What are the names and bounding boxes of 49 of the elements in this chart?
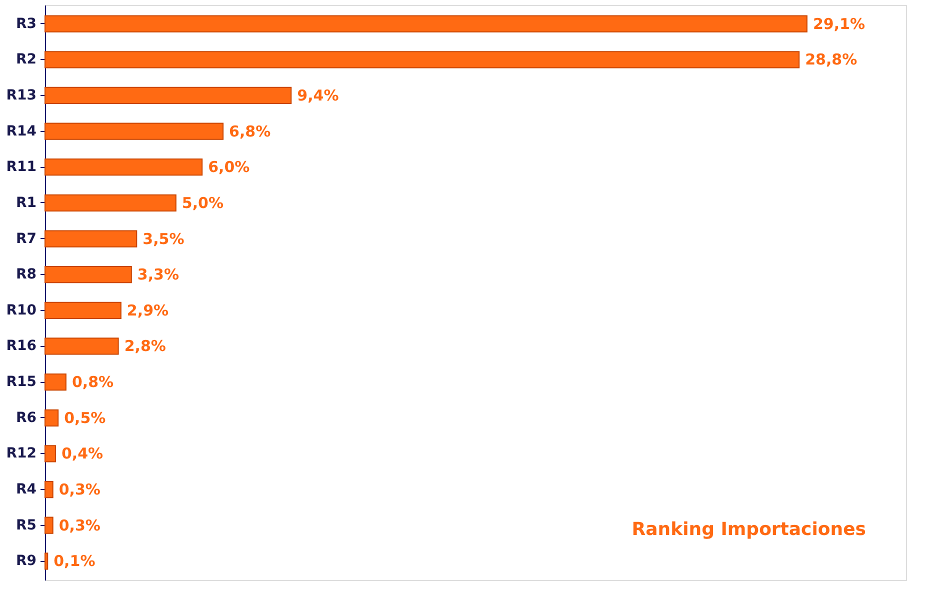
bar <box>44 409 59 426</box>
data-label: 0,3% <box>58 480 100 499</box>
y-tick-label: R1 <box>16 194 36 211</box>
y-tick-label: R16 <box>6 338 36 354</box>
bar <box>44 445 56 462</box>
y-tick-label: R15 <box>6 374 36 390</box>
data-label: 5,0% <box>182 194 224 212</box>
bar <box>44 15 808 32</box>
bar <box>44 480 54 498</box>
bar <box>44 194 176 212</box>
y-tick-label: R14 <box>6 123 37 140</box>
y-tick-label: R11 <box>6 159 36 176</box>
bar <box>44 266 132 284</box>
data-label: 29,1% <box>812 14 865 33</box>
bar <box>44 51 800 68</box>
data-label: 6,8% <box>229 122 271 140</box>
data-label: 3,3% <box>137 266 180 284</box>
data-label: 0,5% <box>64 408 106 427</box>
y-tick-label: R6 <box>16 410 36 426</box>
bar <box>44 302 122 319</box>
data-label: 9,4% <box>297 86 339 104</box>
bar <box>44 158 203 176</box>
data-label: 0,8% <box>72 373 114 392</box>
data-label: 3,5% <box>142 230 184 248</box>
y-tick-label: R10 <box>6 302 37 318</box>
y-tick-label: R3 <box>16 16 36 32</box>
bar <box>44 122 224 140</box>
y-tick-label: R7 <box>16 230 36 247</box>
bar <box>44 338 119 355</box>
y-tick-label: R12 <box>6 446 36 462</box>
y-tick-label: R9 <box>16 553 36 570</box>
data-label: 2,9% <box>126 301 169 320</box>
text: Ranking Importaciones <box>632 519 866 540</box>
y-tick-label: R4 <box>16 482 37 498</box>
y-tick-label: R13 <box>6 87 36 104</box>
data-label: 0,3% <box>58 516 100 534</box>
bar <box>44 86 292 104</box>
bar <box>44 552 48 570</box>
bar <box>44 516 54 534</box>
y-tick-label: R5 <box>16 517 36 534</box>
data-label: 2,8% <box>124 337 166 356</box>
bar <box>44 230 138 248</box>
y-tick-label: R2 <box>16 52 36 68</box>
data-label: 6,0% <box>208 158 250 176</box>
bar <box>44 374 66 391</box>
y-tick-label: R8 <box>16 266 36 283</box>
data-label: 0,1% <box>54 552 96 570</box>
data-label: 0,4% <box>61 444 104 463</box>
data-label: 28,8% <box>805 50 858 69</box>
